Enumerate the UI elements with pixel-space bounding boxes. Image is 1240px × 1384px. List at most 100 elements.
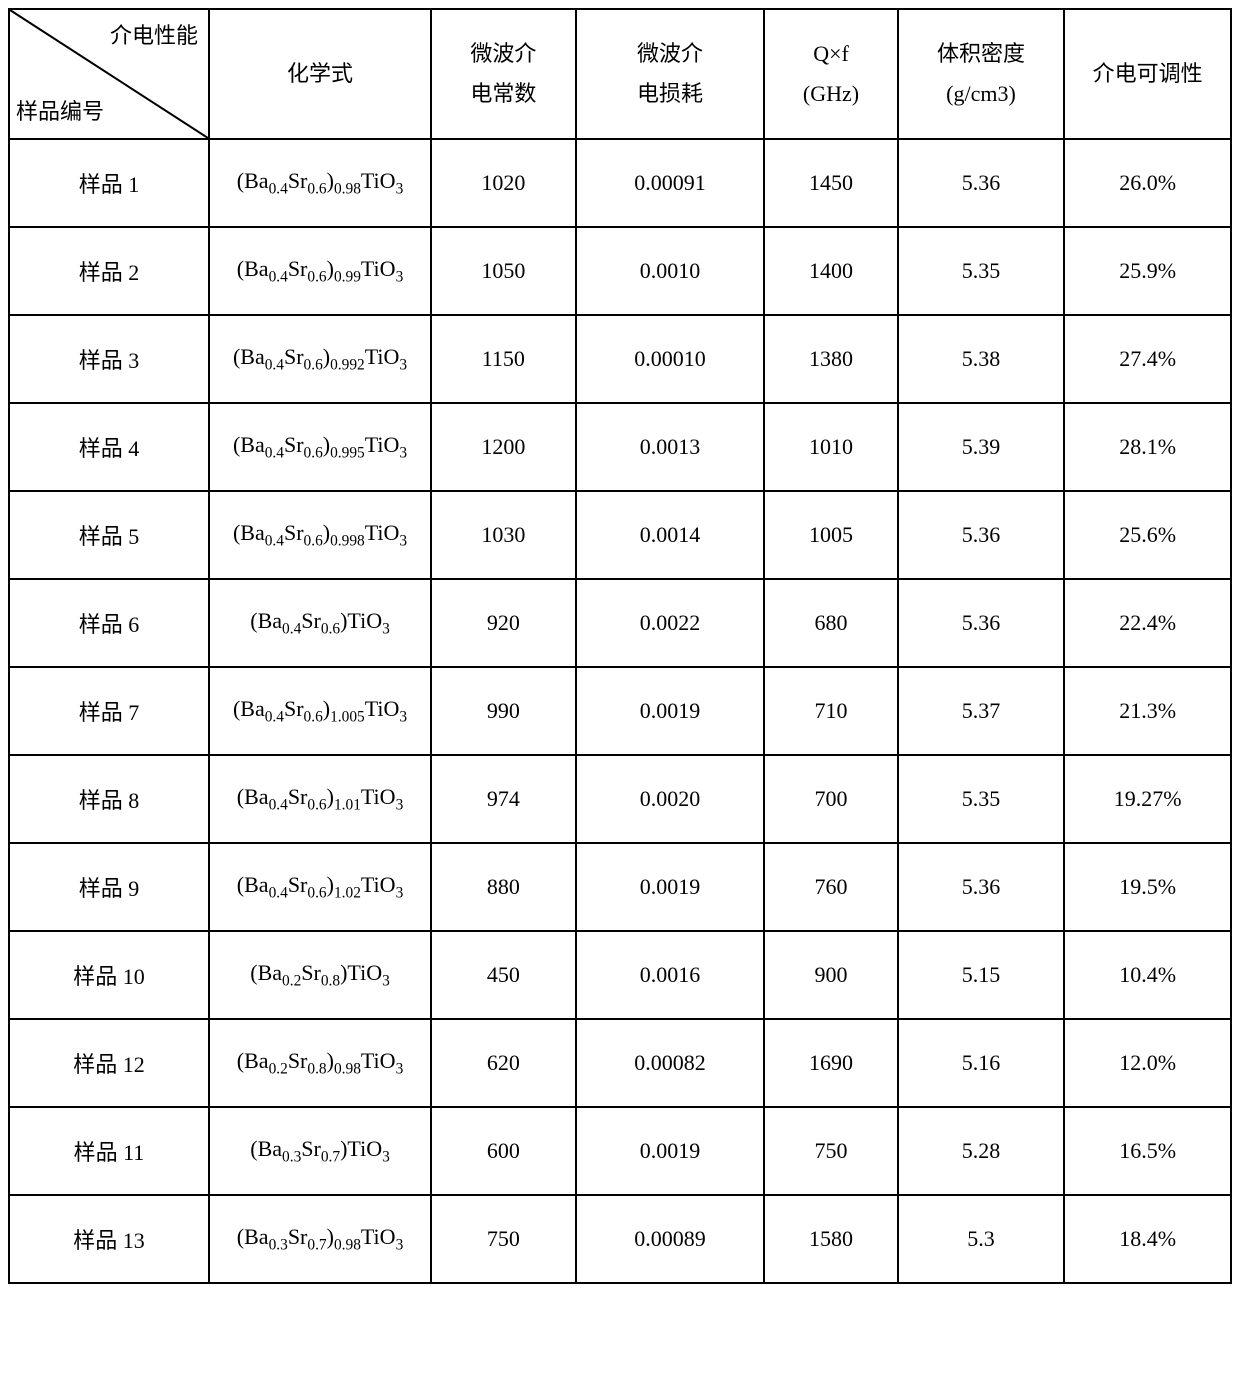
col-header-qf-l1: Q×f [765,34,896,74]
dielectric-cell: 920 [431,579,575,667]
loss-cell: 0.0014 [576,491,765,579]
dielectric-cell: 1200 [431,403,575,491]
density-cell: 5.38 [898,315,1065,403]
qf-cell: 700 [764,755,897,843]
formula-cell: (Ba0.4Sr0.6)0.998TiO3 [209,491,431,579]
col-header-formula: 化学式 [209,9,431,139]
tunability-cell: 18.4% [1064,1195,1231,1283]
qf-cell: 1380 [764,315,897,403]
dielectric-cell: 1030 [431,491,575,579]
table-row: 样品 4(Ba0.4Sr0.6)0.995TiO312000.001310105… [9,403,1231,491]
table-row: 样品 2(Ba0.4Sr0.6)0.99TiO310500.001014005.… [9,227,1231,315]
sample-cell: 样品 4 [9,403,209,491]
dielectric-cell: 974 [431,755,575,843]
sample-cell: 样品 7 [9,667,209,755]
col-header-loss: 微波介 电损耗 [576,9,765,139]
tunability-cell: 10.4% [1064,931,1231,1019]
loss-cell: 0.00082 [576,1019,765,1107]
tunability-cell: 16.5% [1064,1107,1231,1195]
formula-cell: (Ba0.4Sr0.6)0.98TiO3 [209,139,431,227]
tunability-cell: 25.6% [1064,491,1231,579]
col-header-tunability: 介电可调性 [1064,9,1231,139]
tunability-cell: 19.27% [1064,755,1231,843]
density-cell: 5.3 [898,1195,1065,1283]
formula-cell: (Ba0.4Sr0.6)1.02TiO3 [209,843,431,931]
table-row: 样品 1(Ba0.4Sr0.6)0.98TiO310200.0009114505… [9,139,1231,227]
loss-cell: 0.0019 [576,843,765,931]
loss-cell: 0.0013 [576,403,765,491]
diagonal-top-label: 介电性能 [110,16,198,56]
table-row: 样品 13(Ba0.3Sr0.7)0.98TiO37500.0008915805… [9,1195,1231,1283]
dielectric-cell: 750 [431,1195,575,1283]
col-header-dielectric-l2: 电常数 [432,74,574,114]
loss-cell: 0.00089 [576,1195,765,1283]
table-row: 样品 6(Ba0.4Sr0.6)TiO39200.00226805.3622.4… [9,579,1231,667]
dielectric-properties-table: 介电性能 样品编号 化学式 微波介 电常数 微波介 电损耗 Q×f (GHz) … [8,8,1232,1284]
col-header-qf-l2: (GHz) [765,74,896,114]
tunability-cell: 19.5% [1064,843,1231,931]
density-cell: 5.16 [898,1019,1065,1107]
sample-cell: 样品 6 [9,579,209,667]
table-row: 样品 3(Ba0.4Sr0.6)0.992TiO311500.000101380… [9,315,1231,403]
sample-cell: 样品 5 [9,491,209,579]
qf-cell: 1580 [764,1195,897,1283]
loss-cell: 0.0022 [576,579,765,667]
density-cell: 5.36 [898,491,1065,579]
formula-cell: (Ba0.4Sr0.6)0.995TiO3 [209,403,431,491]
dielectric-cell: 450 [431,931,575,1019]
dielectric-cell: 1150 [431,315,575,403]
tunability-cell: 21.3% [1064,667,1231,755]
col-header-density-l1: 体积密度 [899,34,1064,74]
qf-cell: 680 [764,579,897,667]
density-cell: 5.36 [898,579,1065,667]
qf-cell: 1400 [764,227,897,315]
tunability-cell: 27.4% [1064,315,1231,403]
tunability-cell: 25.9% [1064,227,1231,315]
qf-cell: 1005 [764,491,897,579]
formula-cell: (Ba0.4Sr0.6)1.01TiO3 [209,755,431,843]
col-header-density-l2: (g/cm3) [899,74,1064,114]
table-row: 样品 9(Ba0.4Sr0.6)1.02TiO38800.00197605.36… [9,843,1231,931]
density-cell: 5.28 [898,1107,1065,1195]
sample-cell: 样品 9 [9,843,209,931]
density-cell: 5.35 [898,227,1065,315]
qf-cell: 1690 [764,1019,897,1107]
sample-cell: 样品 1 [9,139,209,227]
table-row: 样品 11(Ba0.3Sr0.7)TiO36000.00197505.2816.… [9,1107,1231,1195]
col-header-loss-l1: 微波介 [577,34,764,74]
formula-cell: (Ba0.3Sr0.7)TiO3 [209,1107,431,1195]
table-row: 样品 7(Ba0.4Sr0.6)1.005TiO39900.00197105.3… [9,667,1231,755]
formula-cell: (Ba0.3Sr0.7)0.98TiO3 [209,1195,431,1283]
tunability-cell: 12.0% [1064,1019,1231,1107]
density-cell: 5.37 [898,667,1065,755]
qf-cell: 750 [764,1107,897,1195]
sample-cell: 样品 11 [9,1107,209,1195]
table-row: 样品 12(Ba0.2Sr0.8)0.98TiO36200.0008216905… [9,1019,1231,1107]
loss-cell: 0.0010 [576,227,765,315]
sample-cell: 样品 12 [9,1019,209,1107]
table-row: 样品 10(Ba0.2Sr0.8)TiO34500.00169005.1510.… [9,931,1231,1019]
sample-cell: 样品 10 [9,931,209,1019]
formula-cell: (Ba0.2Sr0.8)0.98TiO3 [209,1019,431,1107]
density-cell: 5.39 [898,403,1065,491]
dielectric-cell: 600 [431,1107,575,1195]
diagonal-bottom-label: 样品编号 [16,92,104,132]
loss-cell: 0.0019 [576,667,765,755]
qf-cell: 760 [764,843,897,931]
loss-cell: 0.00091 [576,139,765,227]
formula-cell: (Ba0.4Sr0.6)0.99TiO3 [209,227,431,315]
density-cell: 5.36 [898,139,1065,227]
table-body: 样品 1(Ba0.4Sr0.6)0.98TiO310200.0009114505… [9,139,1231,1283]
loss-cell: 0.0020 [576,755,765,843]
density-cell: 5.15 [898,931,1065,1019]
col-header-loss-l2: 电损耗 [577,74,764,114]
col-header-qf: Q×f (GHz) [764,9,897,139]
dielectric-cell: 620 [431,1019,575,1107]
formula-cell: (Ba0.4Sr0.6)1.005TiO3 [209,667,431,755]
tunability-cell: 22.4% [1064,579,1231,667]
qf-cell: 1010 [764,403,897,491]
sample-cell: 样品 13 [9,1195,209,1283]
loss-cell: 0.0019 [576,1107,765,1195]
loss-cell: 0.0016 [576,931,765,1019]
dielectric-cell: 1050 [431,227,575,315]
